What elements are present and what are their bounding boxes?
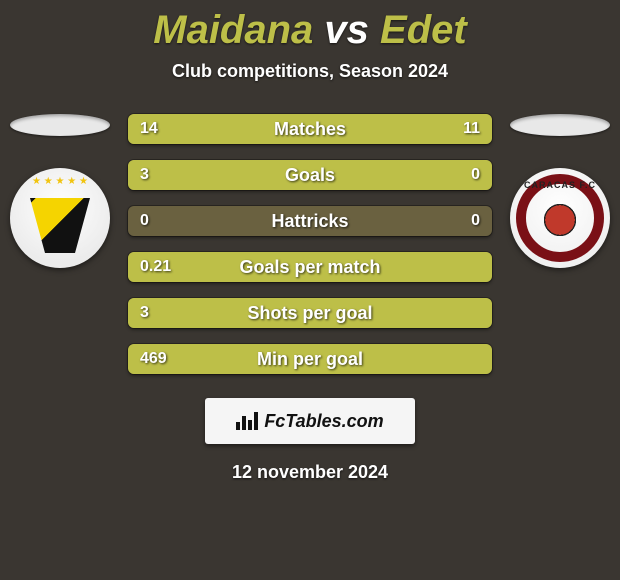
stat-label: Shots per goal [128, 298, 492, 328]
stat-right-value: 0 [471, 160, 480, 190]
player1-name: Maidana [153, 8, 313, 52]
player2-flag-icon [510, 114, 610, 136]
page-title: Maidana vs Edet [0, 0, 620, 53]
subtitle: Club competitions, Season 2024 [0, 61, 620, 82]
stat-label: Goals per match [128, 252, 492, 282]
stat-row: 0.21Goals per match [128, 252, 492, 282]
stat-row: 0Hattricks0 [128, 206, 492, 236]
stat-label: Hattricks [128, 206, 492, 236]
stat-row: 3Goals0 [128, 160, 492, 190]
stat-bars: 14Matches113Goals00Hattricks00.21Goals p… [120, 114, 500, 390]
stat-label: Goals [128, 160, 492, 190]
watermark-text: FcTables.com [264, 411, 383, 432]
left-side: ★ ★ ★ ★ ★ [0, 114, 120, 268]
comparison-infographic: Maidana vs Edet Club competitions, Seaso… [0, 0, 620, 580]
stat-row: 469Min per goal [128, 344, 492, 374]
stat-label: Min per goal [128, 344, 492, 374]
stat-row: 14Matches11 [128, 114, 492, 144]
stat-right-value: 0 [471, 206, 480, 236]
content-layout: ★ ★ ★ ★ ★ 14Matches113Goals00Hattricks00… [0, 114, 620, 390]
watermark: FcTables.com [205, 398, 415, 444]
player2-name: Edet [380, 8, 467, 52]
stat-right-value: 11 [463, 114, 480, 144]
player2-club-badge-icon: CARACAS F.C [510, 168, 610, 268]
player1-club-badge-icon: ★ ★ ★ ★ ★ [10, 168, 110, 268]
chart-icon [236, 412, 258, 430]
player1-flag-icon [10, 114, 110, 136]
vs-text: vs [324, 8, 369, 52]
stat-label: Matches [128, 114, 492, 144]
stat-row: 3Shots per goal [128, 298, 492, 328]
dateline: 12 november 2024 [0, 462, 620, 483]
right-side: CARACAS F.C [500, 114, 620, 268]
